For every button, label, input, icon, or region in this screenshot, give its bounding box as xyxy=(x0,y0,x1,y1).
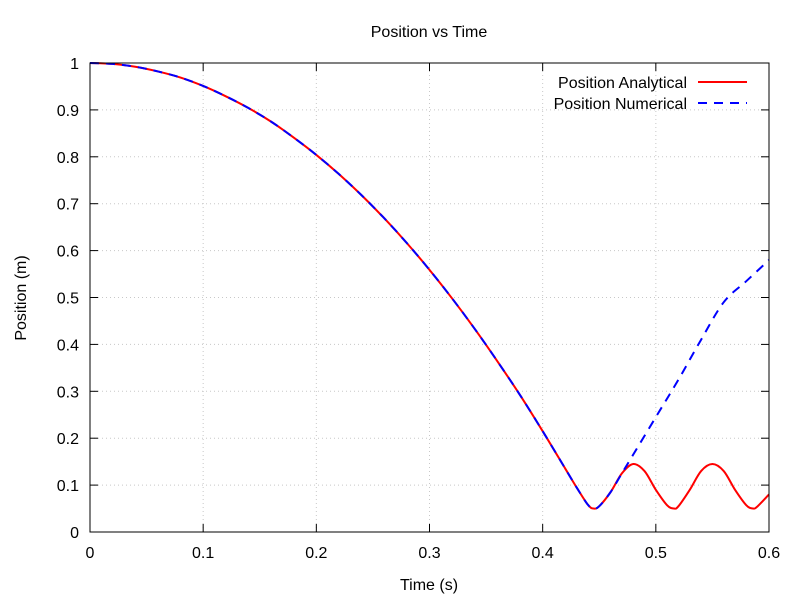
y-tick-label: 0 xyxy=(70,525,79,542)
y-axis-title: Position (m) xyxy=(13,255,30,340)
y-tick-label: 0.9 xyxy=(57,103,79,120)
y-tick-label: 0.8 xyxy=(57,150,79,167)
y-tick-label: 0.2 xyxy=(57,431,79,448)
y-tick-label: 0.1 xyxy=(57,478,79,495)
x-axis-title: Time (s) xyxy=(400,577,458,594)
legend-label-position-analytical: Position Analytical xyxy=(558,75,687,92)
x-tick-label: 0.3 xyxy=(418,545,440,562)
x-tick-label: 0.6 xyxy=(758,545,780,562)
tick-layer: 0 0.1 0.2 0.3 0.4 0.5 0.6 0 0.1 0.2 0.3 0.4 0.5 0.6 0.… xyxy=(57,56,780,562)
series-line-position-numerical xyxy=(89,62,770,510)
y-tick-label: 0.3 xyxy=(57,384,79,401)
y-tick-label: 0.7 xyxy=(57,197,79,214)
x-tick-label: 0.5 xyxy=(645,545,667,562)
x-tick-label: 0.4 xyxy=(532,545,554,562)
y-tick-label: 1 xyxy=(70,56,79,73)
x-tick-label: 0.1 xyxy=(192,545,214,562)
legend: Position Analytical Position Numerical xyxy=(554,75,747,113)
x-tick-label: 0 xyxy=(86,545,95,562)
y-tick-label: 0.4 xyxy=(57,337,79,354)
y-tick-label: 0.6 xyxy=(57,244,79,261)
x-tick-label: 0.2 xyxy=(305,545,327,562)
chart-title: Position vs Time xyxy=(371,24,488,41)
legend-label-position-numerical: Position Numerical xyxy=(554,96,687,113)
y-tick-label: 0.5 xyxy=(57,291,79,308)
series-layer xyxy=(89,62,770,510)
